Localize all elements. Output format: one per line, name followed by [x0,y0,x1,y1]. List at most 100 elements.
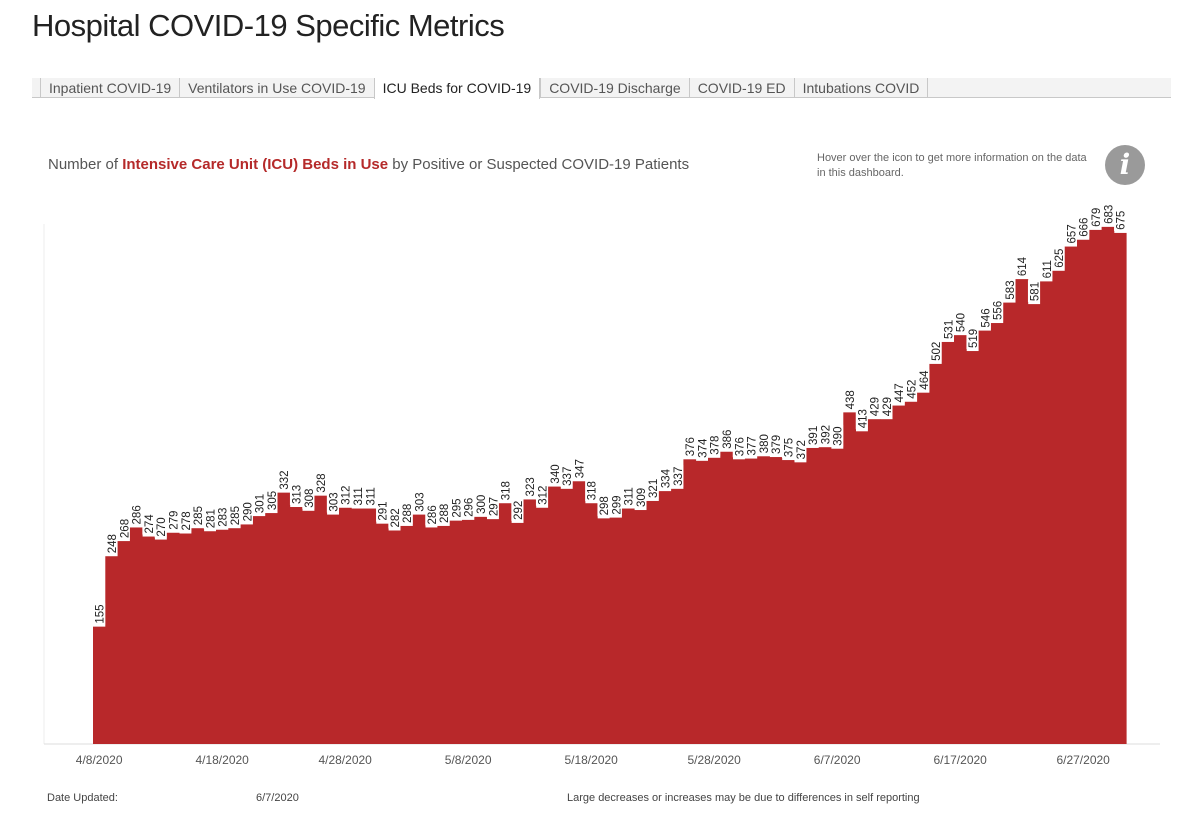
bar[interactable] [265,513,278,744]
bar[interactable] [941,341,955,744]
bar[interactable] [437,525,451,744]
data-label-text: 452 [906,380,918,399]
bar[interactable] [449,520,463,744]
data-label: 288 [400,502,414,524]
bar[interactable] [166,532,180,744]
bar[interactable] [917,392,930,744]
bar[interactable] [781,460,795,744]
tab-covid-discharge[interactable]: COVID-19 Discharge [540,78,689,97]
bar[interactable] [1052,270,1066,744]
bar[interactable] [142,536,155,744]
bar[interactable] [511,522,524,744]
bar[interactable] [794,462,807,744]
bar[interactable] [683,459,697,744]
bar[interactable] [880,419,893,744]
bar[interactable] [1064,246,1078,744]
data-label-bg [794,438,807,461]
bar[interactable] [1089,229,1102,744]
bar[interactable] [240,524,254,744]
bar[interactable] [867,419,881,744]
bar[interactable] [93,626,106,744]
bar[interactable] [769,457,783,744]
tab-ventilators[interactable]: Ventilators in Use COVID-19 [179,78,373,97]
bar[interactable] [744,458,758,744]
bar[interactable] [363,508,377,744]
bar[interactable] [339,507,352,744]
bar[interactable] [1077,239,1090,745]
bar[interactable] [597,518,610,744]
bar[interactable] [252,516,266,744]
bar[interactable] [1101,226,1115,744]
bar[interactable] [634,510,647,744]
x-tick-label: 4/8/2020 [76,753,123,767]
bar[interactable] [474,516,487,744]
bar[interactable] [314,495,328,744]
bar[interactable] [1113,232,1127,744]
bar[interactable] [548,486,561,744]
bar[interactable] [375,523,389,744]
bar[interactable] [904,401,918,744]
bar[interactable] [289,507,303,744]
bar[interactable] [658,491,672,744]
bar[interactable] [412,514,426,744]
bar[interactable] [191,528,205,744]
bar[interactable] [203,531,217,744]
tab-covid-ed[interactable]: COVID-19 ED [688,78,794,97]
bar[interactable] [757,456,770,744]
bar[interactable] [572,481,586,744]
bar[interactable] [954,335,967,744]
bar[interactable] [671,488,684,744]
bar[interactable] [831,448,844,744]
bar[interactable] [1015,279,1029,744]
bar[interactable] [277,492,291,744]
bar[interactable] [806,447,820,744]
bar[interactable] [400,525,414,744]
data-label: 248 [105,532,119,555]
bar[interactable] [990,323,1004,744]
bar[interactable] [818,447,832,744]
bar[interactable] [929,363,943,744]
bar[interactable] [351,508,364,744]
bar[interactable] [966,351,979,744]
bar[interactable] [1003,302,1016,744]
bar[interactable] [388,530,401,744]
bar[interactable] [425,527,438,744]
info-icon[interactable]: i [1105,145,1145,185]
bar[interactable] [1040,281,1053,744]
bar[interactable] [720,451,733,744]
bar[interactable] [708,457,721,744]
bar[interactable] [326,514,340,744]
tab-inpatient-covid[interactable]: Inpatient COVID-19 [40,78,179,97]
bar[interactable] [535,507,549,744]
bar[interactable] [154,539,168,744]
tab-intubations[interactable]: Intubations COVID [793,78,929,97]
bar[interactable] [843,412,856,744]
bar[interactable] [216,529,229,744]
data-label-text: 519 [968,329,980,348]
bar[interactable] [228,528,241,744]
bar[interactable] [855,431,869,744]
tab-icu-beds[interactable]: ICU Beds for COVID-19 [373,78,541,99]
bar[interactable] [302,510,315,744]
bar[interactable] [523,499,537,744]
bar[interactable] [117,541,131,744]
bar[interactable] [609,517,623,744]
bar[interactable] [560,488,574,744]
data-label: 297 [486,495,500,518]
bar[interactable] [105,556,118,744]
bar[interactable] [585,503,598,744]
bar[interactable] [1027,304,1041,744]
bar[interactable] [462,519,475,744]
bar[interactable] [732,459,746,744]
bar[interactable] [486,519,500,744]
bar[interactable] [892,405,906,744]
bar[interactable] [498,503,512,744]
x-tick-label: 5/18/2020 [564,753,618,767]
bar[interactable] [179,533,192,744]
bar[interactable] [978,330,992,744]
bar[interactable] [621,508,635,744]
bar[interactable] [129,527,143,744]
subtitle-highlight: Intensive Care Unit (ICU) Beds in Use [122,156,389,173]
bar[interactable] [695,460,709,744]
bar[interactable] [646,500,660,744]
